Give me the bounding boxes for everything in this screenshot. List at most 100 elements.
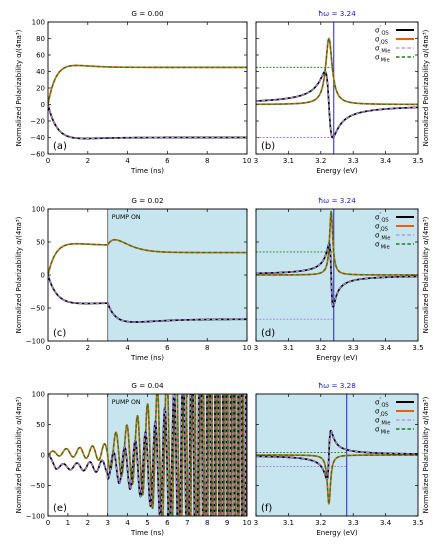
plot-frame <box>47 21 248 155</box>
y-tick-label: −20 <box>30 118 45 126</box>
panel-label: (e) <box>53 503 67 514</box>
x-tick-label: 6 <box>165 157 170 165</box>
x-tick-label: 7 <box>185 519 189 527</box>
legend-sub: QS <box>381 227 388 233</box>
y-tick-label: −100 <box>26 338 45 346</box>
plot-frame <box>255 21 419 155</box>
plot-area <box>256 22 418 154</box>
x-tick-label: 8 <box>205 519 209 527</box>
panel-title: ħω = 3.24 <box>318 9 356 18</box>
y-tick-label: 80 <box>36 35 45 43</box>
x-tick-label: 0 <box>46 344 50 352</box>
x-tick-label: 3.2 <box>315 519 326 527</box>
y-tick-label: 0 <box>41 101 45 109</box>
x-tick-label: 2 <box>86 519 90 527</box>
series-imag-mie <box>256 70 418 139</box>
x-tick-label: 2 <box>86 344 90 352</box>
y-tick-label: 50 <box>36 421 45 429</box>
x-tick-label: 3.5 <box>412 519 423 527</box>
x-tick-label: 3.3 <box>348 157 359 165</box>
plot-frame <box>47 208 248 342</box>
legend-entry: σ′QS <box>375 222 388 233</box>
legend-prime: ″ <box>379 416 381 422</box>
plot-area <box>48 64 247 140</box>
legend-prime: ″ <box>379 213 381 219</box>
legend-symbol: σ <box>375 36 380 44</box>
x-tick-label: 3.1 <box>283 157 294 165</box>
x-axis-label: Energy (eV) <box>316 529 358 537</box>
x-axis-label: Time (ns) <box>130 354 164 362</box>
x-tick-label: 6 <box>165 344 170 352</box>
legend-entry: σ″QS <box>375 398 389 409</box>
legend-sub: Mie <box>381 421 390 427</box>
pump-label: PUMP ON <box>112 214 141 221</box>
x-tick-label: 3 <box>254 344 258 352</box>
legend-entry: σ″Mie <box>375 44 390 55</box>
legend-symbol: σ <box>375 54 380 62</box>
legend-sub: Mie <box>381 58 390 64</box>
series-real-qs <box>48 64 247 105</box>
x-tick-label: 6 <box>165 519 170 527</box>
legend-symbol: σ <box>375 45 380 53</box>
panel-c: G = 0.02 0 2 4 6 8 10 −100 −50 0 50 100 Time (ns) Nor… <box>15 196 251 362</box>
y-tick-label: 100 <box>32 206 45 214</box>
legend-sub: Mie <box>381 236 390 242</box>
y-tick-label: −50 <box>30 482 45 490</box>
x-tick-label: 3.5 <box>412 157 423 165</box>
legend-entry: σ′QS <box>375 407 388 418</box>
legend-prime: ′ <box>379 407 381 413</box>
tick-labels: 0 2 4 6 8 10 −100 −50 0 50 100 <box>26 206 252 353</box>
legend-entry: σ″QS <box>375 26 389 37</box>
series-imag-mie <box>48 274 247 323</box>
plot-area <box>256 394 418 516</box>
legend-symbol: σ <box>375 426 380 434</box>
tick-labels: 3 3.1 3.2 3.3 3.4 3.5 <box>254 21 424 165</box>
y-tick-label: 100 <box>32 391 45 399</box>
series-real-mie <box>48 239 247 276</box>
x-tick-label: 8 <box>205 157 209 165</box>
y-tick-label: −60 <box>30 151 45 159</box>
x-tick-label: 10 <box>243 519 252 527</box>
legend-symbol: σ <box>375 214 380 222</box>
legend-prime: ′ <box>379 35 381 41</box>
y-tick-label: −40 <box>30 134 45 142</box>
legend-entry: σ′Mie <box>375 425 390 436</box>
legend-sub: QS <box>381 31 388 37</box>
legend-symbol: σ <box>375 241 380 249</box>
series-imag-mie <box>48 394 247 516</box>
series-imag-mie <box>48 104 247 140</box>
legend-symbol: σ <box>375 408 380 416</box>
y-tick-label: 20 <box>36 85 45 93</box>
panel-title: ħω = 3.28 <box>318 381 356 390</box>
panel-label: (a) <box>53 141 67 152</box>
legend-symbol: σ <box>375 417 380 425</box>
x-axis-label: Energy (eV) <box>316 354 358 362</box>
x-axis-label: Time (ns) <box>130 529 164 537</box>
legend-symbol: σ <box>375 232 380 240</box>
x-tick-label: 4 <box>125 519 130 527</box>
plot-frame <box>47 393 248 517</box>
legend-entry: σ″QS <box>375 213 389 224</box>
y-axis-label-right: Normalized Polarizability α/(4πa³) <box>422 216 430 333</box>
series-imag-mie <box>256 242 418 308</box>
legend-sub: Mie <box>381 245 390 251</box>
legend-prime: ″ <box>379 398 381 404</box>
panel-title: G = 0.00 <box>131 9 164 18</box>
x-tick-label: 5 <box>145 519 149 527</box>
pump-label: PUMP ON <box>112 399 141 406</box>
panel-b: ħω = 3.24 3 3.1 3.2 3.3 3.4 3.5 Energy (eV) Norm… <box>254 9 430 175</box>
x-tick-label: 4 <box>125 344 130 352</box>
series-real-qs <box>48 394 247 516</box>
panel-a: G = 0.00 0 2 4 6 8 10 −60 −40 −20 0 20 40 60 80 100 Time… <box>15 9 251 175</box>
x-tick-label: 3 <box>254 519 258 527</box>
panel-label: (b) <box>261 141 275 152</box>
x-tick-label: 3 <box>254 157 258 165</box>
x-axis-label: Time (ns) <box>130 167 164 175</box>
x-tick-label: 3.2 <box>315 157 326 165</box>
legend-entry: σ′Mie <box>375 53 390 64</box>
y-tick-label: −50 <box>30 305 45 313</box>
y-tick-label: −100 <box>26 513 45 521</box>
